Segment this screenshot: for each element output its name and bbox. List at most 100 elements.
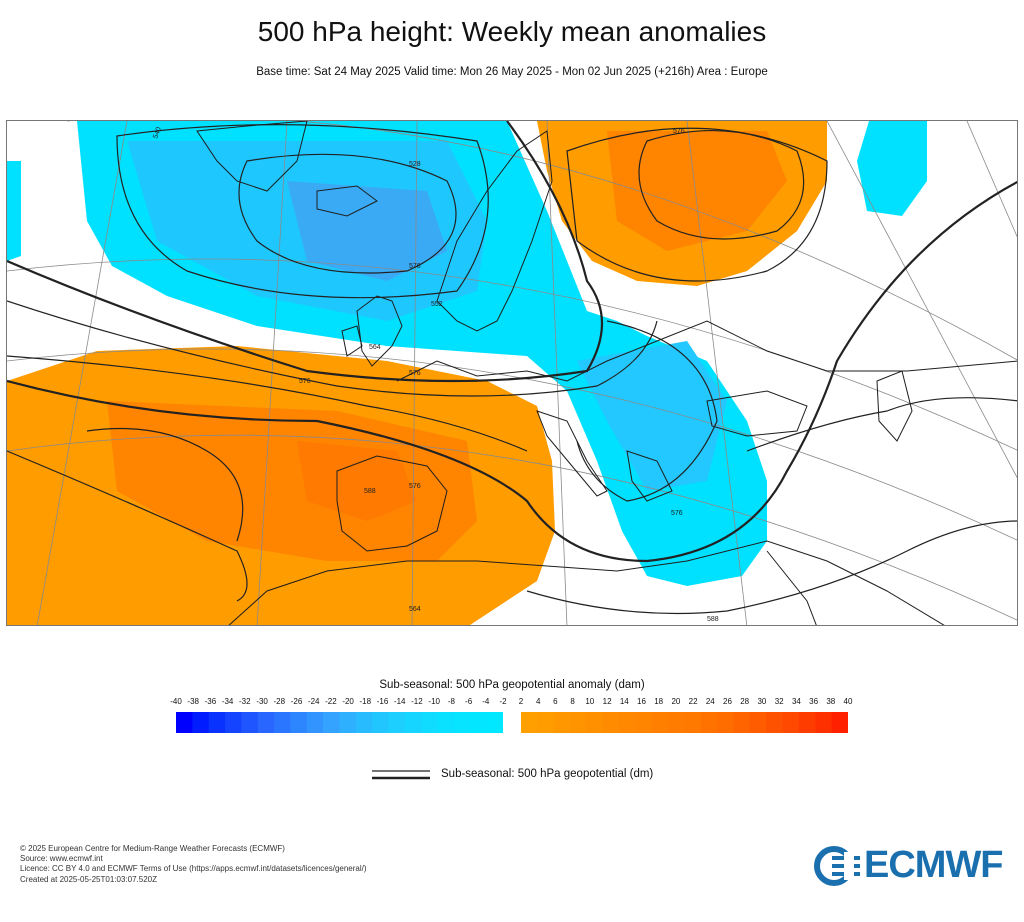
colorbar-swatch (339, 712, 357, 733)
colorbar-tick-label: 22 (688, 697, 698, 706)
colorbar-tick-label: -10 (428, 697, 440, 706)
colorbar-positive (521, 712, 848, 733)
colorbar-swatch (323, 712, 341, 733)
colorbar-tick-label: 18 (654, 697, 664, 706)
colorbar-swatch (176, 712, 193, 733)
colorbar-tick-label: -26 (290, 697, 303, 706)
colorbar-swatch (570, 712, 587, 733)
colorbar-swatch (453, 712, 471, 733)
colorbar-negative (176, 712, 503, 733)
contour-label: 576 (409, 483, 421, 490)
colorbar-swatch (798, 712, 816, 733)
negative-anomaly-northeast (857, 121, 927, 216)
scandinavia-coast (436, 130, 553, 332)
ecmwf-logo-icon (814, 846, 860, 886)
height-contours (7, 121, 1017, 615)
colorbar-swatch (619, 712, 637, 733)
iberia-coast (336, 455, 448, 552)
contour-552 (7, 121, 603, 383)
colorbar-tick-label: 16 (637, 697, 646, 706)
colorbar-tick-label: 12 (602, 697, 612, 706)
positive-anomaly-north-core (607, 131, 787, 251)
contour-labels: 540 528 576 576 552 564 576 588 576 576 … (152, 126, 718, 623)
licence-line: Licence: CC BY 4.0 and ECMWF Terms of Us… (20, 864, 367, 874)
colorbar-tick-label: 34 (791, 697, 801, 706)
contour-528 (238, 153, 457, 274)
colorbar-tick-label: 30 (757, 697, 767, 706)
colorbar-tick-label: 36 (809, 697, 819, 706)
contour-label: 540 (152, 126, 163, 139)
colorbar-swatch (225, 712, 242, 733)
colorbar-swatch (192, 712, 210, 733)
colorbar-tick-label: 24 (705, 697, 715, 706)
colorbar-swatch (388, 712, 406, 733)
colorbar-swatch (537, 712, 555, 733)
colorbar-swatch (668, 712, 686, 733)
colorbar-swatch (831, 712, 848, 733)
colorbar-swatch (700, 712, 718, 733)
chart-subtitle: Base time: Sat 24 May 2025 Valid time: M… (256, 66, 768, 78)
anomaly-map: 540 528 576 576 552 564 576 588 576 576 … (6, 120, 1018, 626)
italy-coast (536, 410, 608, 497)
contour-564 (7, 300, 658, 397)
colorbar-swatch (635, 712, 653, 733)
colorbar-swatch (257, 712, 275, 733)
colorbar-tick-label: 20 (671, 697, 681, 706)
negative-anomaly-small-west (7, 161, 21, 261)
colorbar-swatch (733, 712, 751, 733)
colorbar-tick-label: -20 (342, 697, 354, 706)
colorbar-swatch (766, 712, 784, 733)
colorbar-swatch (372, 712, 390, 733)
positive-anomaly-iberia-deep (297, 441, 417, 521)
legend-label: Sub-seasonal: 500 hPa geopotential (dm) (441, 768, 654, 780)
colorbar-swatch (749, 712, 767, 733)
colorbar-tick-label: 14 (619, 697, 629, 706)
colorbar-swatch (782, 712, 800, 733)
anomaly-fills (7, 121, 927, 625)
africa-coast (228, 540, 945, 625)
contour-iberian-low (86, 427, 244, 542)
negative-anomaly-deep (287, 181, 447, 281)
contour-576-b (7, 450, 248, 602)
contour-label: 564 (369, 344, 381, 351)
colorbar-tick-label: -6 (465, 697, 473, 706)
contour-label: 576 (409, 370, 421, 377)
greece-coast (626, 450, 673, 502)
ecmwf-logo-text: ECMWF (864, 844, 1004, 886)
colorbar-tick-label: 32 (774, 697, 784, 706)
colorbar-swatch (586, 712, 604, 733)
colorbar-swatch (437, 712, 455, 733)
colorbar-swatch (486, 712, 503, 733)
colorbar-swatch (306, 712, 324, 733)
colorbar-tick-label: 38 (826, 697, 836, 706)
colorbar-tick-label: 26 (723, 697, 732, 706)
colorbar-tick-label: -2 (499, 697, 507, 706)
colorbar-tick-label: 4 (535, 697, 541, 706)
map-svg: 540 528 576 576 552 564 576 588 576 576 … (7, 121, 1017, 625)
legend-contour-symbol (372, 770, 430, 780)
colorbar-swatch (651, 712, 669, 733)
contour-label: 528 (409, 161, 421, 168)
colorbar-swatch (208, 712, 226, 733)
colorbar-swatch (815, 712, 833, 733)
colorbar-tick-label: -28 (273, 697, 286, 706)
contour-576 (7, 355, 528, 452)
colorbar-tick-label: -36 (204, 697, 217, 706)
contour-576-east (576, 320, 718, 502)
colorbar-tick-label: -32 (239, 697, 251, 706)
colorbar-swatch (470, 712, 488, 733)
colorbar-swatch (521, 712, 538, 733)
colorbar-tick-label: -4 (482, 697, 490, 706)
contour-540 (116, 124, 489, 299)
colorbar-tick-label: 8 (570, 697, 575, 706)
colorbar-tick-label: 2 (518, 697, 524, 706)
contour-label: 576 (673, 128, 685, 135)
colorbar-tick-label: -38 (187, 697, 199, 706)
ireland-coast (341, 325, 363, 357)
colorbar-tick-label: 6 (553, 697, 558, 706)
colorbar-tick-label: -16 (376, 697, 389, 706)
colorbar-swatch (355, 712, 373, 733)
source-line: Source: www.ecmwf.int (20, 854, 103, 864)
colorbar-tick-label: -18 (359, 697, 372, 706)
colorbar-tick-label: -34 (221, 697, 234, 706)
